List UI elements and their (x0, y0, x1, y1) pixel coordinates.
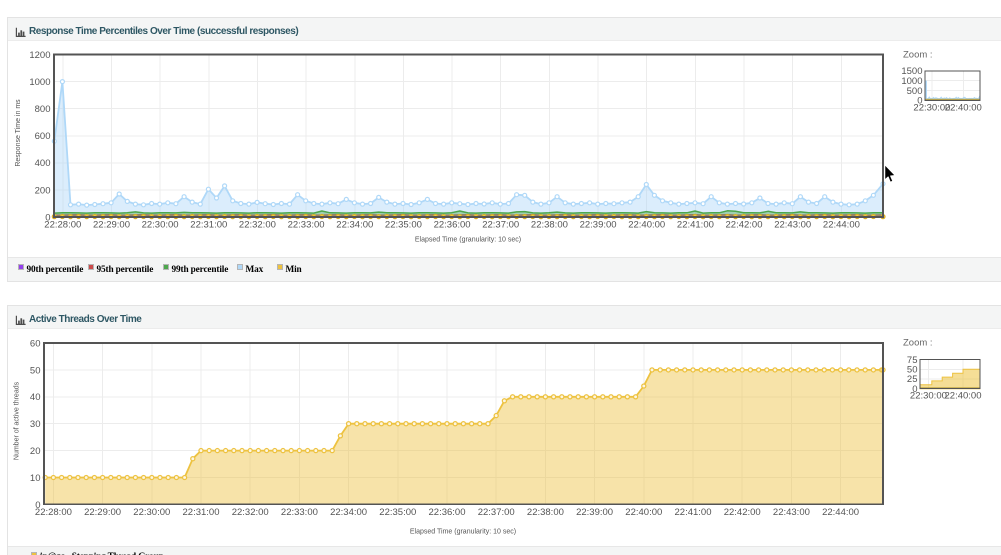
svg-text:22:36:00: 22:36:00 (434, 220, 471, 231)
svg-text:Response Time in ms: Response Time in ms (15, 99, 22, 167)
svg-text:1000: 1000 (901, 76, 922, 87)
svg-text:600: 600 (35, 131, 51, 142)
svg-text:22:41:00: 22:41:00 (675, 507, 712, 518)
svg-text:22:43:00: 22:43:00 (774, 220, 811, 231)
svg-text:22:40:00: 22:40:00 (945, 103, 982, 114)
svg-text:22:40:00: 22:40:00 (625, 507, 662, 518)
svg-text:22:37:00: 22:37:00 (478, 507, 515, 518)
svg-text:22:37:00: 22:37:00 (482, 220, 519, 231)
svg-text:22:39:00: 22:39:00 (576, 507, 613, 518)
svg-text:22:38:00: 22:38:00 (531, 220, 568, 231)
svg-text:22:44:00: 22:44:00 (822, 507, 859, 518)
svg-text:22:42:00: 22:42:00 (724, 507, 761, 518)
svg-text:400: 400 (35, 158, 51, 169)
svg-text:22:30:00: 22:30:00 (913, 103, 950, 114)
svg-text:22:29:00: 22:29:00 (84, 507, 121, 518)
svg-text:22:35:00: 22:35:00 (379, 507, 416, 518)
svg-text:22:29:00: 22:29:00 (93, 220, 130, 231)
svg-text:40: 40 (30, 392, 41, 403)
svg-text:800: 800 (35, 104, 51, 115)
svg-text:0: 0 (917, 96, 922, 107)
svg-text:75: 75 (907, 355, 918, 366)
svg-text:22:33:00: 22:33:00 (288, 220, 325, 231)
svg-text:0: 0 (45, 212, 50, 223)
svg-text:22:28:00: 22:28:00 (44, 220, 81, 231)
svg-text:22:42:00: 22:42:00 (726, 220, 763, 231)
svg-text:22:32:00: 22:32:00 (239, 220, 276, 231)
svg-text:22:34:00: 22:34:00 (336, 220, 373, 231)
svg-text:1500: 1500 (901, 66, 922, 77)
svg-text:1200: 1200 (29, 50, 50, 61)
svg-text:500: 500 (907, 86, 923, 97)
svg-text:50: 50 (907, 365, 918, 376)
svg-text:22:40:00: 22:40:00 (628, 220, 665, 231)
svg-text:22:31:00: 22:31:00 (183, 507, 220, 518)
svg-text:0: 0 (35, 500, 40, 511)
svg-text:0: 0 (912, 384, 917, 395)
svg-text:22:32:00: 22:32:00 (232, 507, 269, 518)
svg-text:22:28:00: 22:28:00 (35, 507, 72, 518)
svg-text:22:30:00: 22:30:00 (142, 220, 179, 231)
svg-text:Elapsed Time (granularity: 10: Elapsed Time (granularity: 10 sec) (415, 237, 521, 244)
svg-text:200: 200 (35, 185, 51, 196)
svg-text:22:33:00: 22:33:00 (281, 507, 318, 518)
svg-text:22:30:00: 22:30:00 (133, 507, 170, 518)
svg-text:Elapsed Time (granularity: 10: Elapsed Time (granularity: 10 sec) (410, 529, 516, 536)
svg-text:Zoom :: Zoom : (903, 50, 933, 61)
svg-text:22:36:00: 22:36:00 (429, 507, 466, 518)
svg-text:1000: 1000 (29, 77, 50, 88)
svg-text:22:44:00: 22:44:00 (823, 220, 860, 231)
svg-text:22:39:00: 22:39:00 (580, 220, 617, 231)
svg-text:22:34:00: 22:34:00 (330, 507, 367, 518)
svg-text:50: 50 (30, 365, 41, 376)
svg-text:Number of active threads: Number of active threads (14, 381, 21, 460)
svg-text:22:38:00: 22:38:00 (527, 507, 564, 518)
svg-text:30: 30 (30, 419, 41, 430)
svg-text:22:30:00: 22:30:00 (910, 391, 947, 402)
svg-text:22:43:00: 22:43:00 (773, 507, 810, 518)
svg-text:22:40:00: 22:40:00 (945, 391, 982, 402)
svg-text:20: 20 (30, 446, 41, 457)
svg-text:22:31:00: 22:31:00 (190, 220, 227, 231)
svg-text:22:35:00: 22:35:00 (385, 220, 422, 231)
svg-text:10: 10 (30, 473, 41, 484)
svg-text:25: 25 (907, 374, 918, 385)
svg-text:22:41:00: 22:41:00 (677, 220, 714, 231)
svg-text:60: 60 (30, 338, 41, 349)
svg-text:Zoom :: Zoom : (903, 338, 933, 349)
